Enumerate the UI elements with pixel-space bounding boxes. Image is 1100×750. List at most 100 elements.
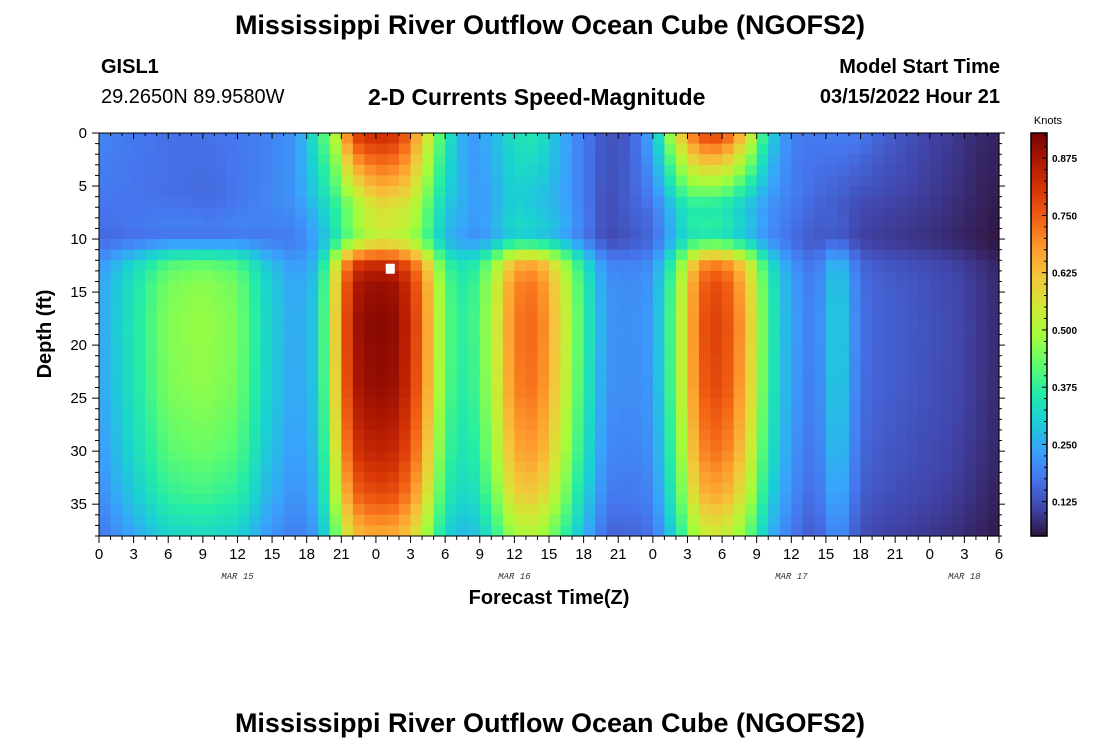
- heatmap-cell: [202, 334, 215, 346]
- heatmap-cell: [883, 164, 896, 177]
- heatmap-cell: [733, 345, 746, 357]
- heatmap-cell: [722, 440, 735, 452]
- heatmap-cell: [514, 355, 527, 367]
- heatmap-cell: [652, 239, 665, 251]
- heatmap-cell: [606, 398, 619, 410]
- heatmap-cell: [779, 461, 792, 473]
- heatmap-cell: [249, 186, 262, 198]
- heatmap-cell: [352, 525, 365, 537]
- heatmap-cell: [929, 493, 942, 505]
- heatmap-cell: [572, 451, 585, 463]
- heatmap-cell: [652, 504, 665, 516]
- heatmap-cell: [479, 249, 492, 261]
- heatmap-cell: [260, 186, 273, 198]
- heatmap-cell: [779, 525, 792, 537]
- heatmap-cell: [375, 207, 389, 219]
- heatmap-cell: [410, 419, 423, 431]
- heatmap-cell: [699, 313, 712, 325]
- heatmap-cell: [941, 228, 954, 240]
- heatmap-cell: [479, 334, 492, 346]
- heatmap-cell: [549, 207, 562, 219]
- heatmap-cell: [341, 504, 354, 516]
- heatmap-cell: [306, 281, 319, 293]
- heatmap-cell: [260, 133, 273, 145]
- heatmap-cell: [629, 313, 642, 325]
- heatmap-cell: [502, 525, 515, 537]
- heatmap-cell: [722, 408, 735, 420]
- heatmap-cell: [895, 419, 908, 431]
- heatmap-cell: [849, 461, 862, 473]
- heatmap-cell: [929, 472, 942, 484]
- heatmap-cell: [791, 398, 804, 410]
- heatmap-cell: [768, 514, 781, 526]
- heatmap-cell: [110, 355, 123, 367]
- heatmap-cell: [837, 482, 850, 495]
- heatmap-cell: [364, 217, 377, 230]
- heatmap-cell: [145, 270, 158, 283]
- heatmap-cell: [825, 270, 839, 283]
- heatmap-cell: [860, 164, 873, 177]
- colorbar-segment: [1031, 294, 1047, 299]
- heatmap-cell: [122, 493, 135, 505]
- heatmap-cell: [214, 398, 227, 410]
- heatmap-cell: [768, 207, 781, 219]
- heatmap-cell: [641, 408, 654, 420]
- heatmap-cell: [745, 451, 758, 463]
- heatmap-cell: [975, 493, 989, 505]
- heatmap-cell: [710, 323, 723, 336]
- colorbar-segment: [1031, 350, 1047, 356]
- heatmap-cell: [560, 408, 573, 420]
- heatmap-cell: [525, 323, 539, 336]
- heatmap-cell: [191, 461, 204, 473]
- heatmap-cell: [225, 504, 239, 516]
- heatmap-cell: [883, 154, 896, 166]
- heatmap-cell: [952, 451, 965, 463]
- heatmap-cell: [179, 292, 192, 304]
- heatmap-cell: [837, 281, 850, 293]
- heatmap-cell: [964, 292, 977, 304]
- heatmap-cell: [906, 345, 919, 357]
- heatmap-cell: [629, 366, 642, 378]
- heatmap-cell: [318, 355, 331, 367]
- heatmap-cell: [952, 419, 965, 431]
- heatmap-cell: [422, 398, 435, 410]
- heatmap-cell: [352, 281, 365, 293]
- heatmap-cell: [399, 164, 412, 177]
- heatmap-cell: [549, 366, 562, 378]
- heatmap-cell: [295, 482, 308, 495]
- date-label: MAR 17: [775, 572, 808, 582]
- heatmap-cell: [595, 249, 608, 261]
- heatmap-cell: [687, 260, 700, 272]
- heatmap-cell: [849, 366, 862, 378]
- heatmap-cell: [710, 334, 723, 346]
- heatmap-cell: [422, 525, 435, 537]
- heatmap-cell: [375, 525, 389, 537]
- heatmap-cell: [710, 164, 723, 177]
- heatmap-cell: [329, 429, 342, 442]
- heatmap-cell: [906, 355, 919, 367]
- heatmap-cell: [352, 133, 365, 145]
- heatmap-cell: [722, 154, 735, 166]
- heatmap-cell: [133, 175, 146, 187]
- heatmap-cell: [260, 398, 273, 410]
- heatmap-cell: [837, 408, 850, 420]
- heatmap-cell: [618, 249, 631, 261]
- heatmap-cell: [618, 313, 631, 325]
- heatmap-cell: [306, 292, 319, 304]
- heatmap-cell: [860, 461, 873, 473]
- heatmap-cell: [895, 228, 908, 240]
- heatmap-cell: [837, 504, 850, 516]
- heatmap-cell: [791, 451, 804, 463]
- heatmap-cell: [745, 270, 758, 283]
- heatmap-cell: [883, 514, 896, 526]
- heatmap-cell: [306, 334, 319, 346]
- heatmap-cell: [595, 419, 608, 431]
- heatmap-cell: [883, 387, 896, 399]
- heatmap-cell: [133, 345, 146, 357]
- heatmap-cell: [364, 260, 377, 272]
- heatmap-cell: [318, 186, 331, 198]
- heatmap-cell: [502, 302, 515, 314]
- heatmap-cell: [156, 260, 169, 272]
- heatmap-cell: [722, 281, 735, 293]
- heatmap-cell: [468, 313, 481, 325]
